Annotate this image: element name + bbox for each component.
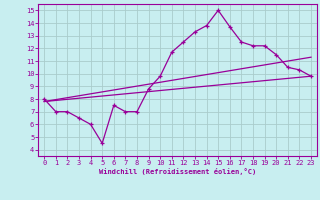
X-axis label: Windchill (Refroidissement éolien,°C): Windchill (Refroidissement éolien,°C)	[99, 168, 256, 175]
